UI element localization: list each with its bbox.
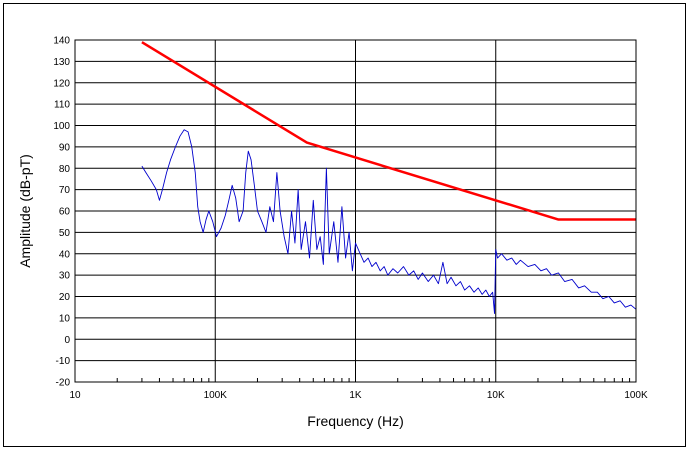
y-tick-label: 0 [64,335,70,346]
y-tick-label: -20 [56,378,71,389]
y-tick-label: 80 [59,164,71,175]
y-tick-label: 70 [59,185,71,196]
x-tick-label: 10K [487,390,505,401]
amplitude-frequency-chart: 10 100K 1K 10K 100K -20 -10 0 10 20 30 40 50 60 70 80 9… [17,36,648,430]
y-tick-label: 40 [59,249,71,260]
series-layer [141,41,637,315]
y-tick-label: 100 [53,121,70,132]
y-tick-label: -10 [56,356,71,367]
x-tick-label: 1K [349,390,362,401]
chart-frame: 10 100K 1K 10K 100K -20 -10 0 10 20 30 40 50 60 70 80 9… [3,3,686,447]
y-tick-label: 50 [59,228,71,239]
y-axis-title: Amplitude (dB-pT) [17,154,33,268]
x-tick-label: 10 [69,390,81,401]
limit-line [141,41,636,221]
y-tick-label: 60 [59,207,71,218]
y-tick-label: 110 [54,100,70,111]
y-tick-label: 30 [59,271,71,282]
y-tick-labels: -20 -10 0 10 20 30 40 50 60 70 80 90 100 110 120 130 140 [53,36,70,389]
y-tick-label: 20 [59,292,71,303]
measured-spectrum-line [141,129,637,315]
x-axis-title: Frequency (Hz) [307,413,403,429]
plot-area [74,39,637,383]
x-tick-labels: 10 100K 1K 10K 100K [69,390,648,401]
y-tick-label: 90 [59,142,71,153]
y-tick-label: 140 [53,36,70,47]
x-tick-label: 100K [204,390,228,401]
grid [74,39,637,383]
x-tick-label: 100K [624,390,648,401]
y-tick-label: 130 [53,57,70,68]
y-tick-label: 10 [59,313,71,324]
y-tick-label: 120 [53,78,70,89]
